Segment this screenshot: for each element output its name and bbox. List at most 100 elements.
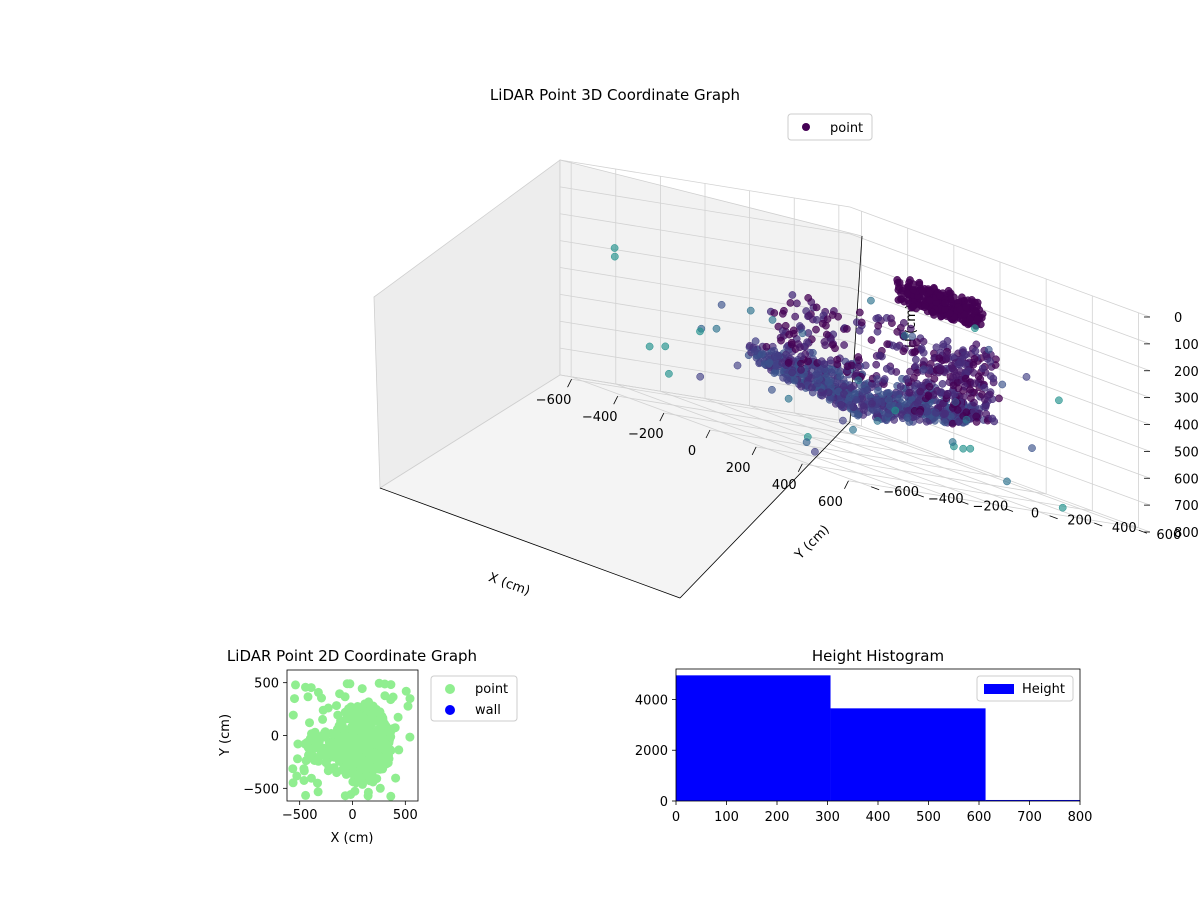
- point-2d: [347, 722, 357, 732]
- point-2d: [374, 729, 384, 739]
- point-3d: [790, 376, 799, 385]
- point-3d: [828, 311, 837, 319]
- point-3d: [884, 389, 893, 397]
- y-tick-label: −200: [973, 499, 1009, 514]
- point-2d: [347, 709, 357, 719]
- point-3d: [824, 378, 833, 387]
- y-tick: [915, 493, 924, 498]
- point-3d: [904, 296, 913, 305]
- y-tick: [1004, 508, 1014, 512]
- point-3d: [823, 315, 832, 324]
- point-2d: [391, 773, 401, 783]
- point-2d: [306, 683, 316, 693]
- point-3d: [645, 342, 654, 351]
- point-3d: [784, 394, 793, 403]
- point-3d: [911, 347, 920, 356]
- point-3d: [903, 289, 912, 298]
- point-3d: [874, 321, 883, 330]
- point-2d: [340, 767, 350, 777]
- legend2d-marker-point: [445, 684, 455, 694]
- y2d-tick-label: 0: [271, 730, 279, 745]
- point-2d: [333, 710, 343, 720]
- point-2d: [364, 742, 373, 751]
- x-tick: [613, 395, 619, 405]
- point-3d: [970, 354, 979, 363]
- point-3d: [971, 324, 979, 333]
- chart3d-points: [610, 244, 1067, 512]
- point-3d: [784, 359, 793, 367]
- point-2d: [332, 752, 342, 762]
- point-3d: [873, 395, 882, 404]
- point-3d: [777, 336, 785, 345]
- point-3d: [813, 379, 822, 388]
- point-3d: [919, 365, 928, 374]
- point-3d: [916, 387, 925, 396]
- point-3d: [797, 366, 805, 374]
- y2d-tick-label: 500: [254, 677, 279, 692]
- point-2d: [313, 687, 323, 697]
- point-3d: [854, 362, 862, 371]
- point-2d: [353, 702, 363, 711]
- point-3d: [982, 410, 991, 418]
- point-2d: [386, 680, 396, 690]
- z-tick-label: 300: [1174, 392, 1199, 407]
- point-3d: [1022, 373, 1031, 381]
- point-3d: [923, 407, 932, 416]
- y-tick-label: 200: [1067, 514, 1092, 529]
- point-3d: [855, 356, 863, 364]
- x-tick: [844, 480, 849, 489]
- grid-line: [704, 398, 1006, 509]
- point-2d: [366, 728, 376, 738]
- point-3d: [967, 394, 975, 402]
- point-2d: [288, 778, 298, 788]
- point-3d: [1003, 477, 1011, 486]
- point-3d: [827, 368, 836, 377]
- point-2d: [366, 761, 375, 771]
- point-3d: [696, 327, 704, 336]
- point-3d: [712, 324, 721, 333]
- point-3d: [924, 391, 933, 400]
- point-3d: [986, 357, 995, 366]
- hist-legend-swatch: [984, 684, 1014, 694]
- legend2d-marker-wall: [445, 705, 455, 715]
- x-tick: [705, 429, 711, 439]
- point-2d: [345, 679, 355, 689]
- chart3d-grid: [559, 159, 1151, 533]
- point-3d: [962, 415, 971, 424]
- hist-x-tick-label: 300: [815, 810, 840, 825]
- point-3d: [796, 343, 804, 352]
- point-2d: [304, 749, 314, 759]
- point-3d: [782, 350, 790, 359]
- point-2d: [293, 754, 302, 764]
- point-3d: [1028, 444, 1036, 452]
- y-tick: [1138, 529, 1147, 534]
- point-3d: [935, 354, 944, 363]
- point-3d: [757, 350, 766, 358]
- point-3d: [796, 322, 804, 330]
- point-2d: [401, 686, 411, 696]
- hist-y-tick-label: 4000: [635, 693, 668, 708]
- hist-x-tick-label: 0: [672, 810, 680, 825]
- point-2d: [324, 762, 334, 772]
- point-3d: [908, 332, 917, 341]
- point-3d: [984, 345, 993, 354]
- point-2d: [313, 756, 323, 766]
- y-tick-label: 0: [1031, 507, 1039, 522]
- point-3d: [918, 287, 927, 296]
- chart2d-ticks: −500−500 0 0 500 500: [243, 677, 417, 823]
- point-3d: [665, 369, 673, 378]
- y-axis-label: Y (cm): [792, 522, 833, 563]
- point-3d: [783, 375, 791, 383]
- point-3d: [899, 347, 908, 356]
- point-2d: [305, 718, 314, 728]
- point-3d: [804, 357, 812, 366]
- point-3d: [762, 342, 771, 351]
- point-3d: [824, 388, 833, 397]
- x-tick: [567, 379, 572, 388]
- point-3d: [717, 300, 726, 309]
- x-tick-label: −600: [536, 393, 572, 408]
- point-2d: [332, 701, 341, 711]
- hist-legend: Height: [976, 675, 1074, 702]
- point-2d: [292, 771, 302, 781]
- point-2d: [365, 773, 375, 783]
